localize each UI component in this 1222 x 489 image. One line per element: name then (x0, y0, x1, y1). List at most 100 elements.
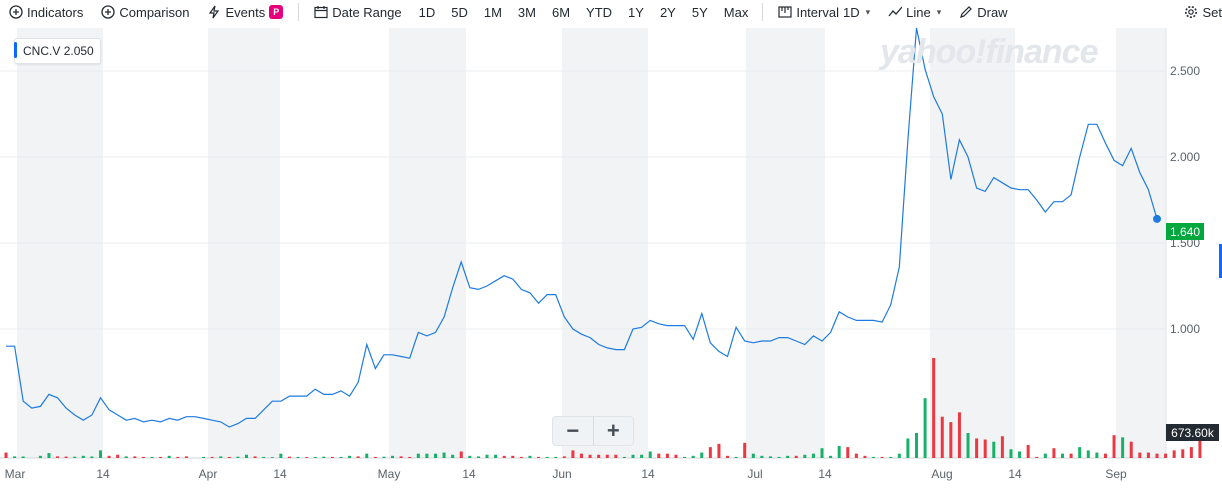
volume-bar (1146, 452, 1150, 458)
zoom-out-button[interactable]: − (553, 417, 594, 445)
range-button-1d[interactable]: 1D (418, 4, 436, 20)
comparison-button[interactable]: Comparison (92, 5, 198, 20)
volume-bar (373, 456, 377, 458)
interval-value: 1D (842, 4, 860, 20)
legend-color-marker (14, 42, 17, 58)
x-tick-label: 14 (462, 467, 476, 481)
x-tick-label: May (378, 467, 401, 481)
volume-bar (253, 456, 257, 458)
interval-button[interactable]: Interval 1D ▾ (769, 5, 879, 20)
volume-bar (743, 442, 747, 458)
volume-bar (1103, 453, 1107, 458)
volume-bar (665, 453, 669, 458)
line-type-button[interactable]: Line ▾ (879, 5, 950, 20)
range-button-2y[interactable]: 2Y (659, 4, 676, 20)
volume-bar (691, 455, 695, 458)
range-button-5y[interactable]: 5Y (691, 4, 708, 20)
date-range-button[interactable]: Date Range (305, 5, 410, 20)
toolbar-divider (298, 3, 300, 21)
volume-bar (726, 455, 730, 458)
x-tick-label: Aug (931, 467, 952, 481)
volume-bar (56, 456, 60, 458)
volume-bar (923, 398, 927, 458)
indicators-button[interactable]: Indicators (0, 5, 92, 20)
volume-bar (296, 456, 300, 458)
volume-bar (1069, 453, 1073, 458)
volume-bar (1112, 435, 1116, 458)
volume-bar (279, 453, 283, 458)
symbol-legend[interactable]: CNC.V 2.050 (14, 38, 101, 64)
volume-bar (820, 448, 824, 458)
volume-bar (1181, 449, 1185, 458)
x-tick-label: Mar (5, 467, 26, 481)
volume-bar (897, 453, 901, 458)
volume-bar (872, 456, 876, 458)
legend-value: 2.050 (63, 44, 94, 58)
plus-circle-icon (101, 5, 116, 19)
volume-bar (837, 446, 841, 458)
range-button-3m[interactable]: 3M (517, 4, 536, 20)
volume-bar (674, 454, 678, 458)
zoom-in-button[interactable]: + (606, 418, 620, 443)
volume-bar (975, 438, 979, 458)
x-tick-label: 14 (641, 467, 655, 481)
volume-bar (408, 456, 412, 458)
volume-bar (983, 439, 987, 458)
range-buttons: 1D 5D 1M 3M 6M YTD 1Y 2Y 5Y Max (411, 5, 757, 20)
volume-bar (4, 452, 8, 458)
last-price-label: 1.640 (1166, 223, 1204, 240)
range-button-ytd[interactable]: YTD (586, 4, 613, 20)
volume-bar (81, 455, 85, 458)
volume-bar (73, 456, 77, 458)
volume-bar (1009, 449, 1013, 458)
volume-bar (416, 453, 420, 458)
volume-bar (476, 456, 480, 458)
premium-badge-icon: P (269, 5, 284, 19)
volume-bar (184, 456, 188, 458)
events-button[interactable]: Events P (198, 5, 292, 20)
range-button-6m[interactable]: 6M (551, 4, 571, 20)
volume-bar (313, 456, 317, 458)
volume-bar (683, 456, 687, 458)
volume-bar (1052, 448, 1056, 458)
range-button-5d[interactable]: 5D (451, 4, 468, 20)
volume-bar (751, 453, 755, 458)
toolbar-divider (762, 3, 764, 21)
volume-bar (708, 447, 712, 458)
volume-bar (562, 456, 566, 458)
volume-label: 673.60k (1166, 424, 1219, 441)
volume-bar (1095, 452, 1099, 458)
volume-bar (245, 454, 249, 458)
volume-bar (1000, 436, 1004, 458)
range-button-1y[interactable]: 1Y (628, 4, 644, 20)
volume-bar (631, 454, 635, 458)
volume-bar (468, 455, 472, 458)
line-label: Line (906, 4, 931, 20)
volume-bar (98, 450, 102, 458)
line-chart-icon (888, 5, 903, 19)
volume-bar (116, 454, 120, 458)
volume-bar (262, 456, 266, 458)
volume-bar (966, 433, 970, 458)
volume-bar (1198, 434, 1202, 458)
volume-bar (1138, 452, 1142, 458)
volume-bar (21, 456, 25, 458)
range-button-max[interactable]: Max (723, 4, 749, 20)
volume-bar (614, 454, 618, 458)
events-label: Events (225, 4, 266, 20)
volume-bar (914, 433, 918, 458)
candle-interval-icon (778, 5, 792, 19)
settings-button[interactable]: Set (1175, 5, 1222, 20)
volume-bar (1086, 450, 1090, 458)
volume-bar (854, 453, 858, 458)
x-tick-label: 14 (818, 467, 832, 481)
scroll-marker[interactable] (1219, 244, 1222, 278)
draw-button[interactable]: Draw (950, 5, 1016, 20)
volume-bar (777, 456, 781, 458)
range-button-1m[interactable]: 1M (483, 4, 502, 20)
volume-bar (236, 456, 240, 458)
volume-bar (829, 455, 833, 458)
volume-bar (167, 455, 171, 458)
volume-bar (339, 456, 343, 458)
